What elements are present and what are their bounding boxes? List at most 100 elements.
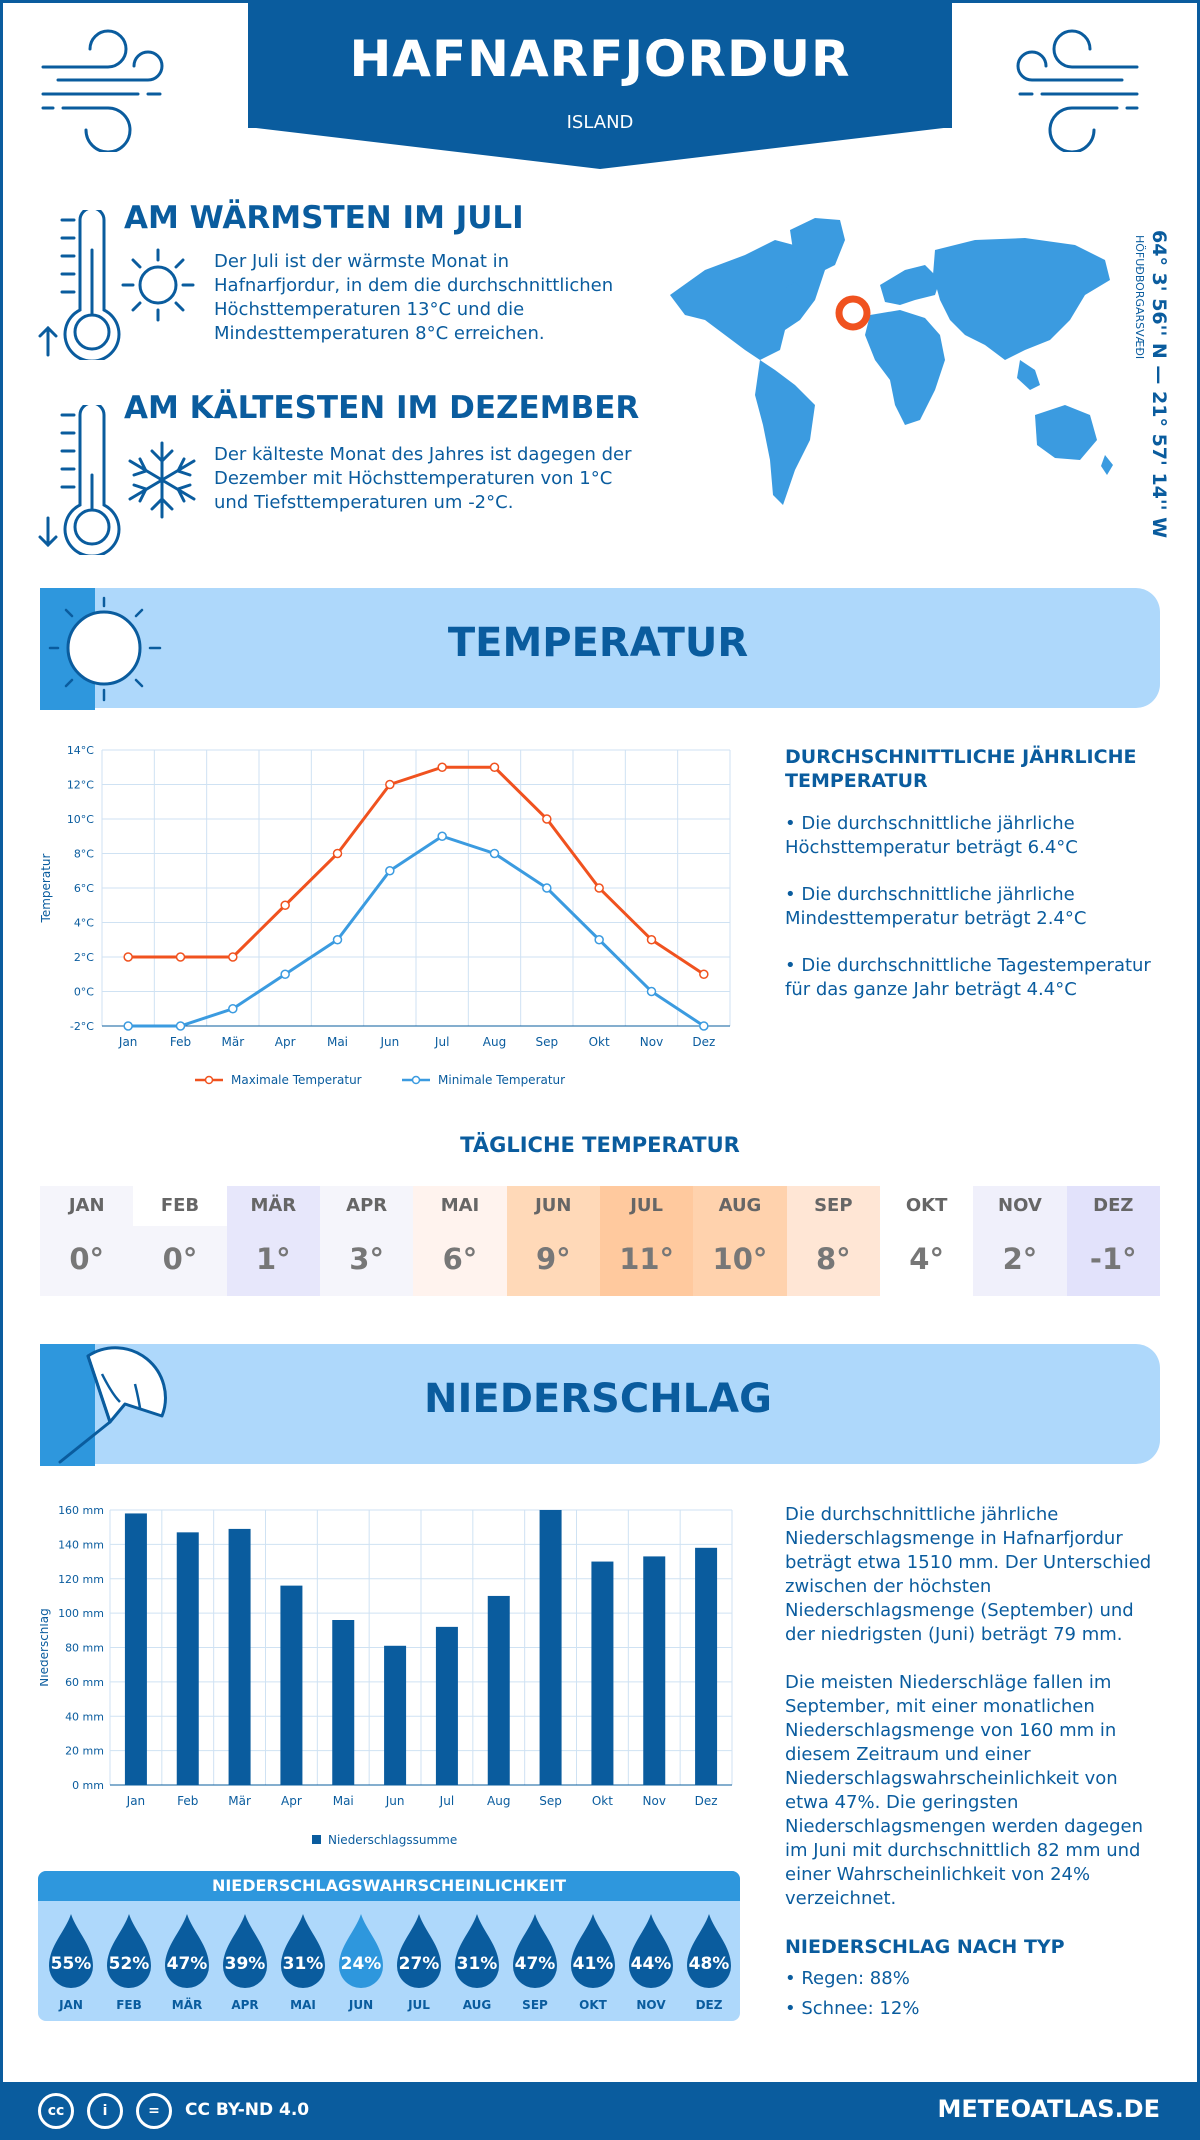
legend-marker [204,1075,214,1085]
data-point [542,814,552,824]
daily-month: JAN [40,1186,134,1226]
x-tick-label: Aug [487,1794,510,1808]
x-tick-label: Dez [692,1035,715,1049]
daily-cell: MÄR 1° [226,1186,320,1296]
data-point [385,866,395,876]
x-tick-label: Sep [539,1794,562,1808]
data-point [332,935,343,945]
coordinates-main: 64° 3' 56'' N — 21° 57' 14'' W [1148,230,1170,539]
data-point [280,969,290,979]
precipitation-chart: 0 mm 20 mm 40 mm 60 mm 80 mm 100 mm 120 mm 140 … [40,1504,733,1847]
raindrop-icon [629,1914,673,1988]
y-tick-label: 10°C [67,813,94,826]
raindrop-icon [223,1914,267,1988]
site-link[interactable]: METEOATLAS.DE [937,2095,1160,2123]
temperature-side-heading: DURCHSCHNITTLICHE JÄHRLICHE TEMPERATUR [785,746,1137,792]
y-tick-label: 8°C [74,848,94,861]
bar [487,1595,510,1785]
probability-drop: 41% OKT [564,1912,622,2017]
precip-type-rain: • Regen: 88% [785,1968,910,1989]
raindrop-icon [571,1914,615,1988]
precip-title: NIEDERSCHLAG [424,1376,772,1422]
temperature-bullet-min: • Die durchschnittliche jährliche Mindes… [785,884,1087,929]
daily-value: 0° [133,1226,227,1296]
legend-swatch [312,1835,321,1844]
y-tick-label: 0 mm [72,1779,104,1792]
bar [643,1556,666,1785]
raindrop-icon [339,1914,383,1988]
daily-value: 1° [226,1226,320,1296]
precip-type-snow: • Schnee: 12% [785,1998,920,2019]
x-tick-label: Nov [640,1035,663,1049]
raindrop-icon [49,1914,93,1988]
precip-banner [40,1344,1160,1464]
probability-drop: 52% FEB [100,1912,158,2017]
data-point [175,1021,186,1031]
raindrop-icon [165,1914,209,1988]
warm-title: AM WÄRMSTEN IM JULI [124,200,524,236]
data-point [542,883,552,893]
daily-cell: JAN 0° [40,1186,134,1296]
probability-month: FEB [116,1998,142,2012]
daily-month: SEP [786,1186,880,1226]
temperature-banner [40,588,1160,708]
bar [280,1585,303,1785]
probability-drop: 27% JUL [390,1912,448,2017]
legend-label: Niederschlagssumme [328,1833,457,1847]
probability-value: 27% [398,1954,440,1974]
x-tick-label: Mai [327,1035,348,1049]
daily-month: OKT [879,1186,974,1226]
daily-temperature-table: JAN 0° FEB 0° MÄR 1° APR 3° MAI 6° JUN 9° JUL 11° AUG 1… [40,1186,1160,1296]
data-point [228,1004,238,1014]
data-point [437,831,447,841]
daily-value: 11° [599,1226,694,1296]
daily-month: APR [319,1186,414,1226]
x-tick-label: Jan [118,1035,137,1049]
daily-cell: OKT 4° [879,1186,974,1296]
precip-type-heading: NIEDERSCHLAG NACH TYP [785,1936,1065,1958]
x-tick-label: Sep [536,1035,559,1049]
daily-cell: DEZ -1° [1066,1186,1160,1296]
wind-icon-left [41,29,164,152]
cold-text: Der kälteste Monat des Jahres ist dagege… [214,444,632,513]
probability-drop: 44% NOV [622,1912,680,2017]
y-tick-label: 20 mm [65,1745,104,1758]
raindrop-icon [397,1914,441,1988]
bar [228,1528,251,1785]
probability-month: MÄR [171,1998,203,2012]
daily-value: 3° [319,1226,414,1296]
nd-icon: = [136,2093,172,2129]
series-line-1 [128,834,705,1028]
probability-month: APR [231,1998,259,2012]
daily-value: 6° [413,1226,507,1296]
header-pointer [248,127,952,169]
daily-value: 8° [786,1226,880,1296]
bar [591,1561,614,1785]
data-point [489,848,500,859]
bar [435,1626,458,1785]
data-point [699,1021,709,1031]
temperature-title: TEMPERATUR [447,620,749,666]
probability-value: 55% [50,1954,92,1974]
probability-drop: 31% AUG [448,1912,506,2017]
daily-cell: JUN 9° [506,1186,600,1296]
probability-drop: 47% MÄR [158,1912,216,2017]
daily-cell: NOV 2° [973,1186,1067,1296]
probability-month: AUG [462,1998,492,2012]
temperature-chart: -2°C 0°C 2°C 4°C 6°C 8°C 10°C 12°C 14°C Jan Feb Mär… [40,744,731,1087]
wind-icon-right [1016,29,1139,152]
y-tick-label: 100 mm [58,1607,104,1620]
daily-temperature-title: TÄGLICHE TEMPERATUR [460,1133,740,1157]
y-tick-label: 140 mm [58,1538,104,1551]
daily-month: FEB [133,1186,227,1226]
probability-month: DEZ [695,1998,723,2012]
x-tick-label: Jun [385,1794,405,1808]
probability-drop: 55% JAN [42,1912,100,2017]
bar [176,1532,199,1785]
probability-value: 39% [224,1954,266,1974]
data-point [646,986,657,997]
daily-value: 10° [693,1226,787,1296]
license-link[interactable]: CC BY-ND 4.0 [185,2100,310,2120]
y-tick-label: -2°C [70,1020,94,1033]
coordinates-region: HÖFUÐBORGARSVÆÐI [1133,235,1146,360]
